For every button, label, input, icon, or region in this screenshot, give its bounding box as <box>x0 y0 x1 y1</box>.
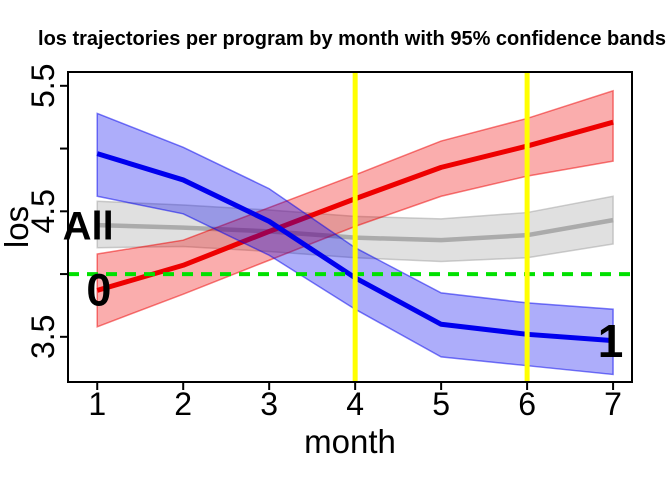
chart-title: los trajectories per program by month wi… <box>38 28 666 50</box>
x-tick-label: 1 <box>88 386 106 422</box>
plot-box <box>67 71 633 383</box>
y-tick-label: 5.5 <box>25 64 61 108</box>
annotation-label-1: 1 <box>598 315 624 367</box>
annotation-layer: All 0 1 <box>63 205 624 368</box>
program-1-confidence-band <box>96 112 614 376</box>
x-tick-label: 4 <box>346 386 364 422</box>
y-tick-label: 4.5 <box>25 189 61 233</box>
y-tick-label: 3.5 <box>25 315 61 359</box>
reference-line-layer <box>68 73 632 381</box>
x-tick-label: 3 <box>260 386 278 422</box>
y-axis-label: los <box>0 206 35 248</box>
x-axis-label: month <box>304 423 396 460</box>
x-tick-label: 5 <box>432 386 450 422</box>
x-tick-label: 7 <box>604 386 622 422</box>
x-tick-label: 6 <box>518 386 536 422</box>
x-tick-label: 2 <box>174 386 192 422</box>
axis-layer: 1 2 3 4 5 6 7 3.5 4.5 5.5 <box>25 64 622 422</box>
annotation-label-all: All <box>63 205 114 249</box>
annotation-label-0: 0 <box>86 264 111 315</box>
